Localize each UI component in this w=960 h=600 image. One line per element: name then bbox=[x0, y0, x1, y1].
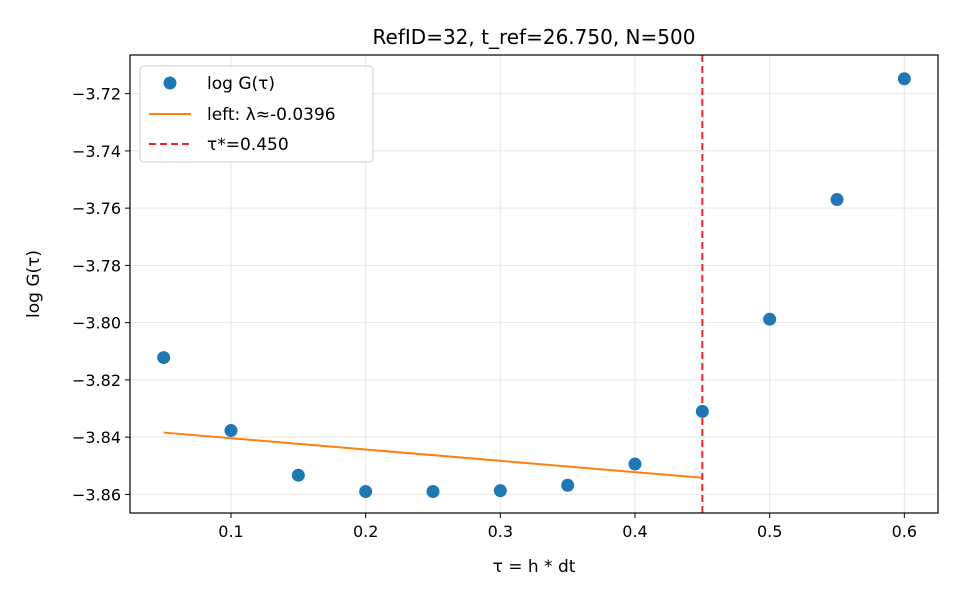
legend-label-fit-line: left: λ≈-0.0396 bbox=[207, 105, 336, 125]
fit-line bbox=[163, 431, 703, 479]
y-tick-label: −3.74 bbox=[72, 142, 121, 161]
legend-label-points: log G(τ) bbox=[207, 74, 275, 94]
x-tick-label: 0.3 bbox=[488, 522, 513, 541]
data-point bbox=[897, 72, 911, 86]
y-tick-label: −3.78 bbox=[72, 256, 121, 275]
data-point bbox=[763, 312, 777, 326]
legend-marker-points bbox=[163, 76, 177, 90]
y-axis-label: log G(τ) bbox=[24, 250, 44, 318]
chart-title: RefID=32, t_ref=26.750, N=500 bbox=[373, 25, 696, 49]
data-point bbox=[157, 351, 171, 365]
data-point bbox=[628, 457, 642, 471]
y-tick-label: −3.86 bbox=[72, 485, 121, 504]
y-tick-label: −3.82 bbox=[72, 371, 121, 390]
data-point bbox=[561, 478, 575, 492]
data-point bbox=[830, 193, 844, 207]
axis-layer: 0.1 0.2 0.3 0.4 0.5 0.6 −3.86 −3.84 −3.82 −3.80 −3… bbox=[72, 85, 917, 541]
data-point bbox=[493, 484, 507, 498]
data-point bbox=[359, 485, 373, 499]
y-tick-label: −3.80 bbox=[72, 314, 121, 333]
x-tick-label: 0.5 bbox=[757, 522, 782, 541]
data-point bbox=[426, 485, 440, 499]
legend: log G(τ) left: λ≈-0.0396 τ*=0.450 bbox=[139, 65, 374, 163]
data-point bbox=[224, 424, 238, 438]
x-tick-label: 0.2 bbox=[353, 522, 378, 541]
legend-box bbox=[139, 65, 374, 163]
x-axis-label: τ = h * dt bbox=[493, 557, 576, 577]
x-tick-label: 0.1 bbox=[218, 522, 243, 541]
plot-layer bbox=[157, 55, 911, 513]
x-tick-label: 0.4 bbox=[622, 522, 647, 541]
y-tick-label: −3.76 bbox=[72, 199, 121, 218]
data-point bbox=[695, 404, 709, 418]
plot-frame bbox=[129, 54, 939, 514]
x-tick-label: 0.6 bbox=[892, 522, 917, 541]
data-point bbox=[291, 468, 305, 482]
y-tick-label: −3.72 bbox=[72, 85, 121, 104]
grid-layer bbox=[130, 55, 938, 513]
y-tick-label: −3.84 bbox=[72, 428, 121, 447]
legend-label-threshold: τ*=0.450 bbox=[207, 135, 289, 155]
